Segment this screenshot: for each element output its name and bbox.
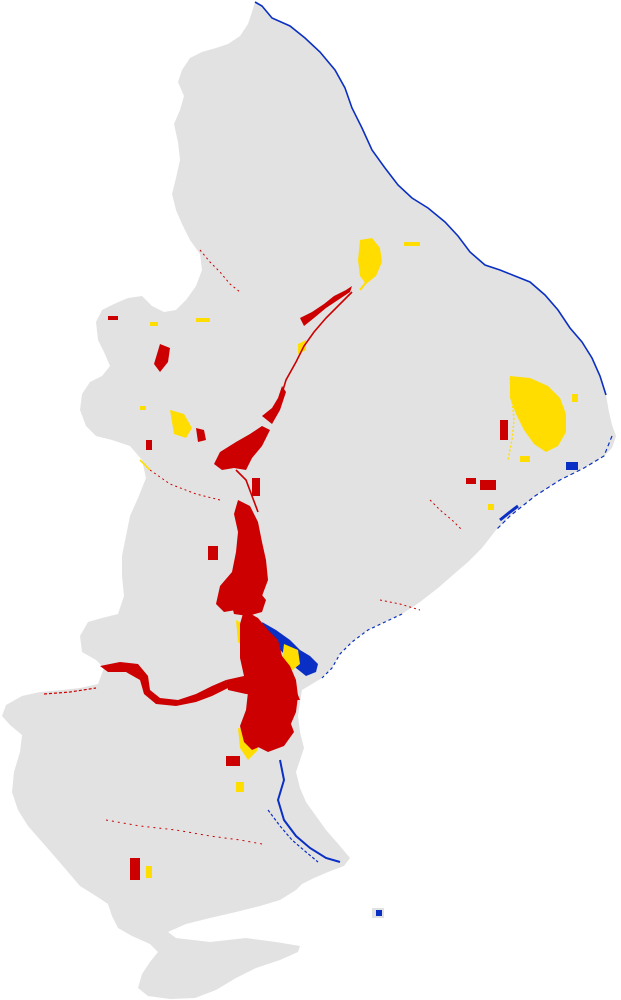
coastline-water (254, 1, 607, 396)
lake-islet (376, 910, 382, 916)
coastline-water-east (495, 435, 613, 531)
lake-east-shore (499, 504, 519, 522)
river-channel-lower-2 (267, 809, 319, 863)
lake-east (566, 462, 578, 470)
flood-class-b-areas (140, 238, 578, 878)
flood-channel-traces (43, 249, 515, 845)
river-channel-lower (276, 759, 341, 863)
coastline-water-south (321, 613, 403, 679)
flood-class-a-areas (100, 286, 508, 880)
